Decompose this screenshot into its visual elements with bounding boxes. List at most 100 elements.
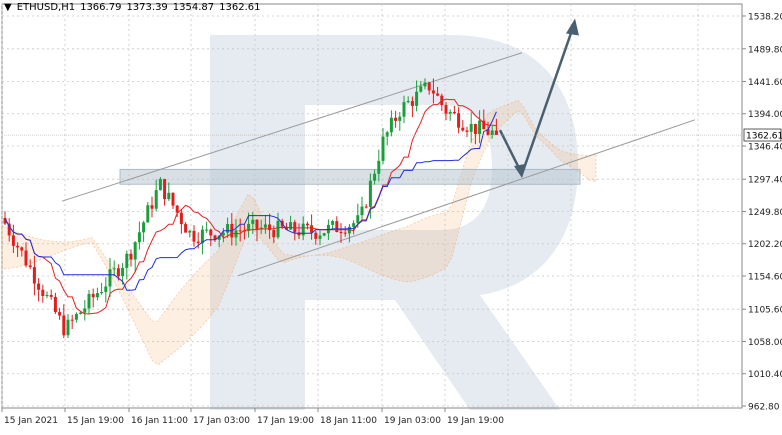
candle-body — [32, 267, 36, 284]
candle-body — [11, 235, 15, 246]
candle-body — [436, 93, 440, 96]
candle-body — [385, 132, 389, 137]
candle-body — [116, 268, 120, 277]
candle-body — [326, 224, 330, 234]
y-tick-label: 962.80 — [748, 403, 780, 413]
candle-body — [53, 296, 57, 313]
candle-body — [238, 230, 242, 232]
candle-body — [494, 130, 498, 136]
candle-body — [79, 312, 83, 314]
candle-body — [100, 291, 104, 294]
x-tick-label: 15 Jan 19:00 — [67, 416, 124, 426]
y-tick-label: 1346.40 — [748, 143, 782, 153]
candle-body — [293, 222, 297, 233]
candle-body — [490, 130, 494, 136]
candle-body — [87, 293, 91, 309]
candle-body — [461, 127, 465, 131]
y-tick-label: 1249.80 — [748, 208, 782, 218]
candle-body — [415, 91, 419, 106]
candle-body — [133, 242, 137, 260]
candle-body — [289, 222, 293, 230]
candle-body — [419, 86, 423, 92]
candle-body — [137, 232, 141, 243]
y-tick-label: 1538.20 — [748, 13, 782, 23]
candle-body — [83, 308, 87, 313]
channel-lines — [61, 52, 696, 277]
x-tick-label: 17 Jan 03:00 — [193, 416, 250, 426]
candle-body — [175, 205, 179, 213]
candle-body — [37, 283, 41, 290]
candle-body — [381, 136, 385, 161]
candle-body — [268, 224, 272, 231]
candle-body — [297, 232, 301, 236]
candle-body — [368, 180, 372, 207]
collapse-triangle-icon[interactable]: ▼ — [4, 2, 12, 13]
candle-body — [406, 101, 410, 103]
candle-body — [45, 294, 49, 297]
candle-body — [7, 223, 11, 236]
candle-body — [247, 223, 251, 231]
candle-body — [343, 232, 347, 234]
candle-body — [301, 223, 305, 236]
candle-body — [104, 286, 108, 292]
candle-body — [49, 294, 53, 297]
candle-body — [377, 160, 381, 174]
candle-body — [402, 102, 406, 117]
candle-body — [318, 235, 322, 239]
candle-body — [486, 129, 490, 136]
candle-body — [179, 212, 183, 225]
candle-body — [305, 223, 309, 226]
candle-body — [427, 82, 431, 91]
candle-body — [360, 206, 364, 216]
candle-body — [473, 123, 477, 134]
candle-body — [364, 206, 368, 208]
candle-body — [457, 113, 461, 128]
candle-body — [16, 245, 20, 248]
forecast-arrowhead-down — [514, 164, 525, 179]
candle-body — [410, 101, 414, 106]
candle-body — [142, 222, 146, 233]
candle-body — [339, 231, 343, 233]
x-axis: 15 Jan 2021 15 Jan 19:00 16 Jan 11:00 17 Ja… — [1, 408, 504, 426]
candle-body — [209, 229, 213, 236]
candle-body — [24, 250, 28, 266]
y-axis: 1538.20 1489.80 1441.60 1394.00 1346.40 1297.… — [742, 13, 782, 413]
candle-body — [356, 215, 360, 224]
y-tick-label: 1105.60 — [748, 306, 782, 316]
channel-lower-line — [237, 119, 696, 277]
y-tick-label: 1297.40 — [748, 176, 782, 186]
candle-body — [125, 253, 129, 268]
candle-body — [431, 90, 435, 94]
candle-body — [3, 218, 7, 224]
candle-body — [150, 205, 154, 209]
candle-body — [200, 229, 204, 243]
x-tick-label: 16 Jan 11:00 — [131, 416, 188, 426]
candle-body — [129, 253, 133, 260]
candle-body — [163, 179, 167, 200]
candle-body — [226, 224, 230, 233]
candle-body — [444, 105, 448, 114]
y-tick-label: 1394.00 — [748, 110, 782, 120]
candle-body — [196, 241, 200, 243]
candle-body — [66, 319, 70, 336]
candle-body — [465, 130, 469, 132]
indicator-lines — [4, 98, 497, 315]
current-price-tag: 1362.61 — [2, 128, 782, 142]
candle-body — [251, 219, 255, 224]
candle-body — [242, 230, 246, 232]
grid — [1, 3, 743, 409]
x-tick-label: 17 Jan 19:00 — [257, 416, 314, 426]
candle-body — [95, 293, 99, 298]
candle-body — [74, 313, 78, 320]
candle-body — [255, 219, 259, 230]
candle-body — [452, 111, 456, 114]
candle-body — [213, 235, 217, 240]
support-zone-rect — [119, 168, 581, 185]
x-tick-label: 15 Jan 2021 — [4, 416, 58, 426]
candle-body — [158, 179, 162, 191]
x-tick-label: 19 Jan 03:00 — [384, 416, 441, 426]
candle-body — [108, 269, 112, 287]
forecast-arrowhead-up — [566, 18, 579, 36]
